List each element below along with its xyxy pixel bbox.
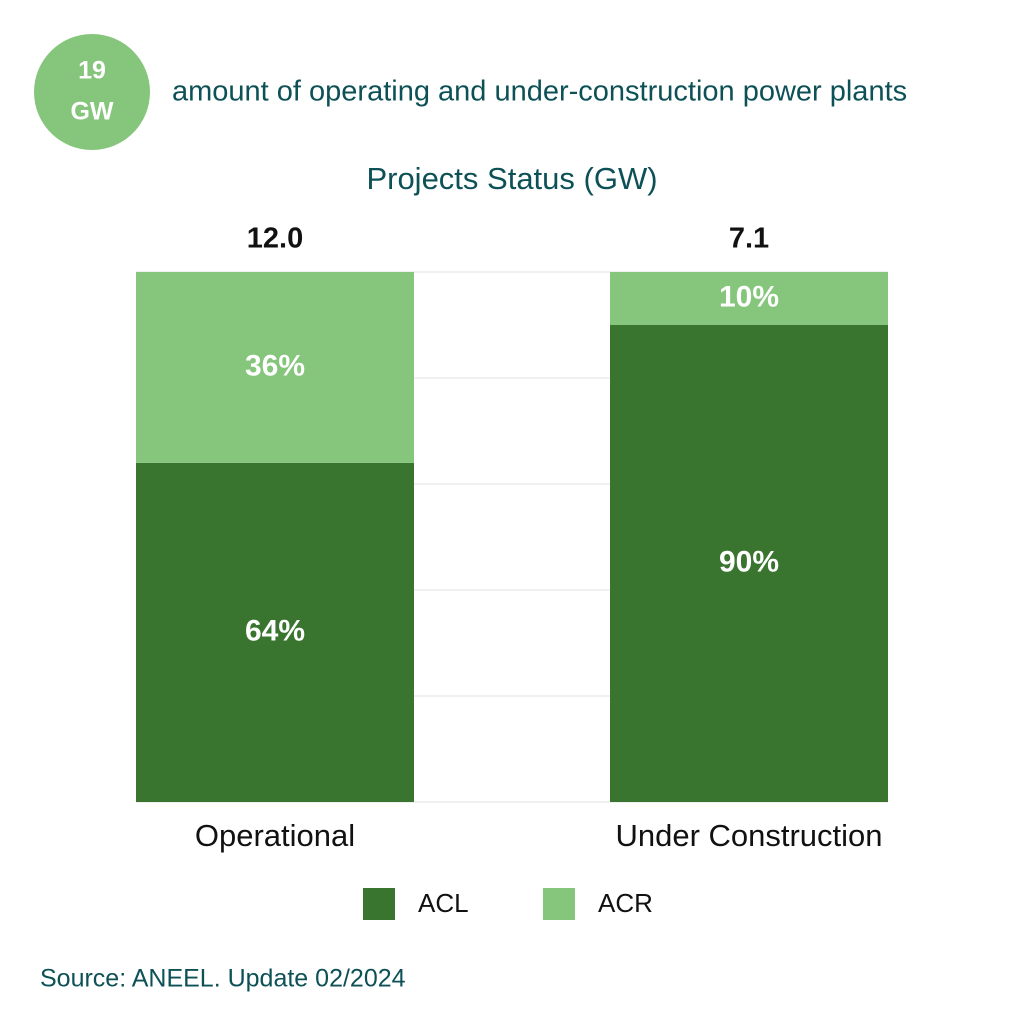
bar-segment bbox=[610, 272, 888, 325]
total-label: 7.1 bbox=[729, 223, 769, 255]
legend-label: ACL bbox=[418, 888, 469, 918]
badge-value: 19 bbox=[78, 57, 106, 85]
bar-segment bbox=[610, 325, 888, 802]
total-label: 12.0 bbox=[247, 223, 303, 255]
chart-title: Projects Status (GW) bbox=[366, 161, 657, 196]
value-label: 10% bbox=[719, 280, 779, 313]
legend-swatch bbox=[363, 888, 395, 920]
value-label: 36% bbox=[245, 349, 305, 382]
value-label: 64% bbox=[245, 614, 305, 647]
header-text: amount of operating and under-constructi… bbox=[172, 76, 907, 108]
x-tick-label: Operational bbox=[195, 818, 355, 853]
legend-swatch bbox=[543, 888, 575, 920]
x-tick-label: Under Construction bbox=[615, 818, 882, 853]
source: Source: ANEEL. Update 02/2024 bbox=[40, 965, 406, 993]
bar-segment bbox=[136, 272, 414, 463]
bar-segment bbox=[136, 462, 414, 802]
badge bbox=[34, 34, 150, 150]
badge-unit: GW bbox=[70, 98, 113, 126]
legend-label: ACR bbox=[598, 888, 653, 918]
value-label: 90% bbox=[719, 545, 779, 578]
